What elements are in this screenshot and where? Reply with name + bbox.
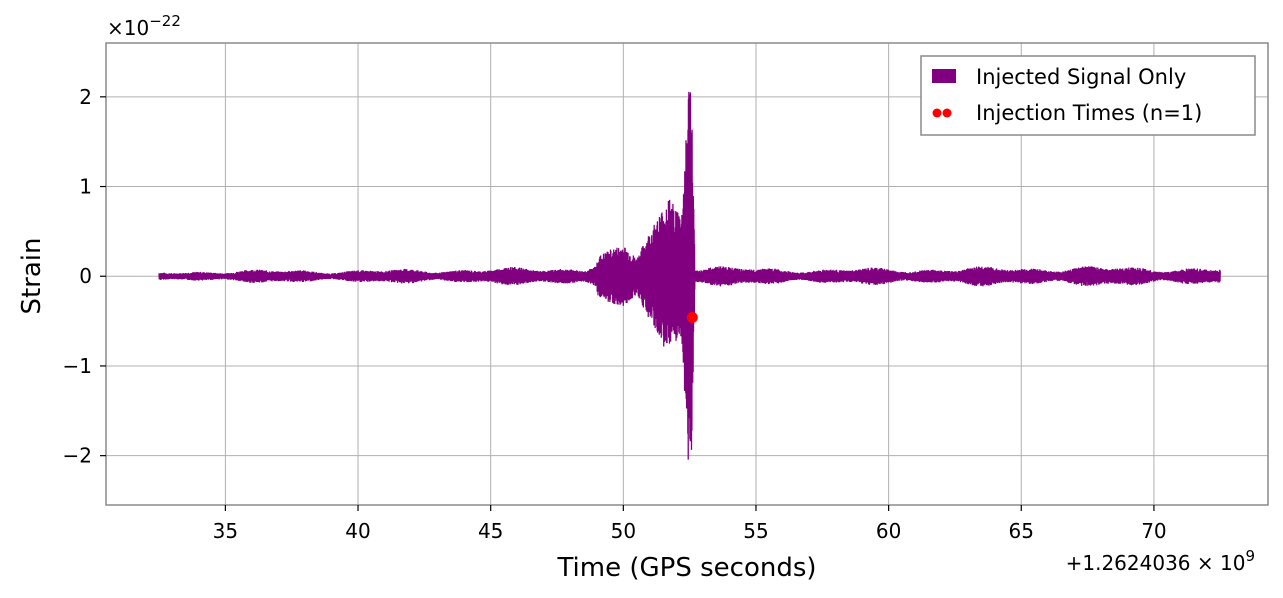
legend-marker-injection-2 xyxy=(942,108,952,118)
legend-label-signal: Injected Signal Only xyxy=(976,65,1186,89)
ticks: 35 40 45 50 55 60 65 70 −2 −1 0 1 2 xyxy=(63,85,1167,543)
plot-frame xyxy=(105,42,1269,506)
x-offset-label: +1.2624036 × 109 xyxy=(1066,547,1255,575)
y-tick-label: 2 xyxy=(79,85,92,109)
x-tick-label: 55 xyxy=(743,519,768,543)
legend-marker-injection-1 xyxy=(932,108,942,118)
legend-label-injection: Injection Times (n=1) xyxy=(976,101,1202,125)
y-tick-label: −2 xyxy=(63,444,92,468)
y-tick-label: 1 xyxy=(79,175,92,199)
x-tick-label: 60 xyxy=(876,519,901,543)
legend: Injected Signal Only Injection Times (n=… xyxy=(920,55,1256,136)
x-tick-label: 40 xyxy=(345,519,370,543)
x-axis-label: Time (GPS seconds) xyxy=(556,553,816,583)
x-tick-label: 45 xyxy=(478,519,503,543)
y-tick-label: 0 xyxy=(79,264,92,288)
y-tick-label: −1 xyxy=(63,354,92,378)
x-tick-label: 70 xyxy=(1141,519,1166,543)
x-tick-label: 50 xyxy=(611,519,636,543)
injection-point xyxy=(686,312,698,324)
x-tick-label: 65 xyxy=(1009,519,1034,543)
x-tick-label: 35 xyxy=(213,519,238,543)
y-axis-label: Strain xyxy=(17,237,47,314)
legend-swatch-signal xyxy=(932,69,956,83)
signal-line xyxy=(158,91,1221,460)
y-scale-label: ×10−22 xyxy=(107,12,181,40)
series-layer xyxy=(158,91,1221,460)
legend-box xyxy=(920,55,1256,136)
